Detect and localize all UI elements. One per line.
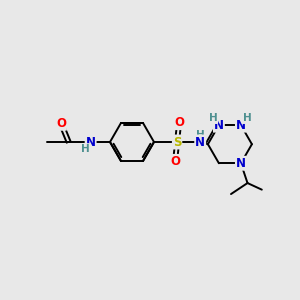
Text: H: H — [81, 144, 90, 154]
Text: N: N — [195, 136, 205, 148]
Text: N: N — [236, 118, 246, 132]
Text: H: H — [242, 113, 251, 123]
Text: N: N — [214, 118, 224, 132]
Text: S: S — [173, 136, 181, 148]
Text: N: N — [236, 157, 246, 170]
Text: O: O — [174, 116, 184, 129]
Text: H: H — [208, 113, 217, 123]
Text: O: O — [56, 117, 66, 130]
Text: H: H — [196, 130, 205, 140]
Text: N: N — [85, 136, 96, 148]
Text: O: O — [170, 155, 180, 168]
